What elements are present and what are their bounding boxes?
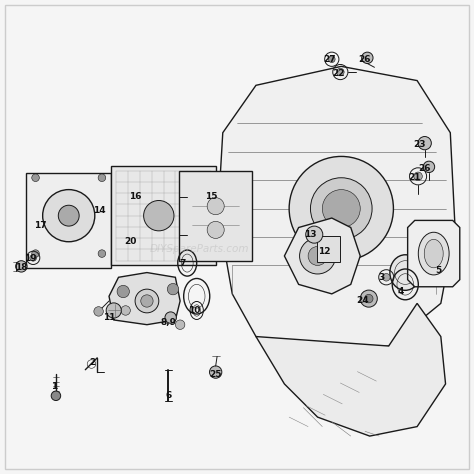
Text: 7: 7 [179,259,186,267]
Text: 10: 10 [188,306,201,315]
Circle shape [289,156,393,261]
Circle shape [98,174,106,182]
Bar [317,237,340,263]
Circle shape [365,294,373,303]
Text: 27: 27 [323,55,336,64]
Circle shape [383,273,390,281]
Circle shape [165,312,176,323]
Circle shape [423,161,435,173]
Ellipse shape [424,239,443,268]
Polygon shape [218,66,455,356]
Polygon shape [256,303,446,436]
Circle shape [58,205,79,226]
Text: 17: 17 [34,221,46,229]
Text: 13: 13 [304,230,317,239]
Text: 24: 24 [356,297,369,305]
Circle shape [30,255,36,261]
Circle shape [207,221,224,238]
Text: 12: 12 [319,247,331,255]
Text: 26: 26 [359,55,371,64]
Circle shape [51,391,61,401]
Circle shape [310,178,372,239]
Ellipse shape [419,232,449,275]
Circle shape [210,366,222,378]
Text: 20: 20 [124,237,137,246]
Text: 23: 23 [413,140,426,149]
Circle shape [121,306,130,315]
Circle shape [306,226,323,243]
Polygon shape [284,218,360,294]
Bar [26,173,111,268]
Circle shape [117,285,129,298]
Circle shape [43,190,95,242]
Text: 2: 2 [89,358,96,367]
Circle shape [362,52,373,64]
Text: 19: 19 [25,254,37,263]
Text: 15: 15 [205,192,217,201]
Ellipse shape [390,255,420,291]
Text: 18: 18 [15,264,27,272]
Text: 25: 25 [210,370,222,379]
Text: 21: 21 [409,173,421,182]
Circle shape [322,190,360,228]
Circle shape [167,283,179,295]
Circle shape [308,246,327,265]
Circle shape [16,261,27,272]
Circle shape [328,56,335,63]
Text: 11: 11 [103,313,115,322]
Circle shape [418,137,431,150]
Text: 1: 1 [51,382,58,391]
Circle shape [141,295,153,307]
Circle shape [94,307,103,316]
Bar [111,166,216,265]
Circle shape [414,172,422,181]
Text: 5: 5 [435,266,442,274]
Polygon shape [109,273,180,325]
Circle shape [135,289,159,313]
Circle shape [98,250,106,257]
Text: 8,9: 8,9 [160,318,176,327]
Circle shape [32,250,39,257]
Circle shape [300,238,336,274]
Circle shape [337,68,344,76]
Circle shape [207,198,224,215]
Text: DIYSpareParts.com: DIYSpareParts.com [149,244,249,254]
Circle shape [106,303,121,318]
Text: 26: 26 [418,164,430,173]
Text: 3: 3 [378,273,385,282]
Text: 16: 16 [129,192,141,201]
Bar [179,171,252,261]
Circle shape [175,320,185,329]
Circle shape [144,201,174,231]
Text: 22: 22 [333,69,345,78]
Circle shape [360,290,377,307]
Text: 4: 4 [397,287,404,296]
Circle shape [32,174,39,182]
Text: 6: 6 [165,392,172,400]
Text: 14: 14 [93,207,106,215]
Polygon shape [408,220,460,287]
